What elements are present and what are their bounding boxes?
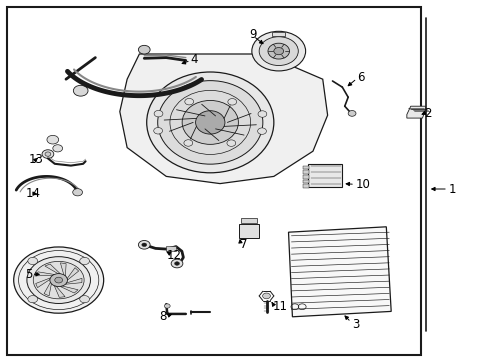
Circle shape (73, 85, 88, 96)
Text: 2: 2 (424, 107, 431, 120)
Circle shape (28, 257, 38, 265)
Ellipse shape (183, 140, 192, 146)
Polygon shape (120, 54, 327, 184)
Text: 10: 10 (355, 178, 370, 191)
Polygon shape (240, 218, 257, 223)
Circle shape (27, 257, 90, 303)
Ellipse shape (227, 99, 236, 105)
Polygon shape (54, 286, 65, 297)
Circle shape (259, 37, 298, 66)
Polygon shape (303, 180, 308, 183)
Polygon shape (288, 227, 390, 317)
Circle shape (142, 243, 146, 247)
Ellipse shape (195, 111, 224, 134)
Circle shape (50, 274, 67, 287)
Circle shape (14, 247, 103, 313)
Polygon shape (65, 278, 82, 284)
Ellipse shape (157, 81, 263, 164)
Polygon shape (166, 246, 176, 251)
Text: 3: 3 (351, 318, 359, 330)
Circle shape (80, 257, 89, 265)
Circle shape (171, 259, 183, 268)
Text: 8: 8 (159, 310, 166, 323)
Polygon shape (67, 268, 79, 280)
Text: 9: 9 (249, 28, 256, 41)
Circle shape (80, 296, 89, 303)
Text: 6: 6 (356, 71, 364, 84)
Polygon shape (406, 106, 425, 118)
Circle shape (28, 296, 38, 303)
Ellipse shape (154, 111, 163, 117)
Circle shape (73, 189, 82, 196)
Ellipse shape (226, 140, 235, 147)
Text: 7: 7 (239, 238, 246, 251)
Circle shape (47, 135, 59, 144)
Bar (7, 7, 420, 355)
Circle shape (138, 240, 150, 249)
Ellipse shape (146, 72, 273, 173)
Ellipse shape (184, 98, 193, 105)
Polygon shape (303, 175, 308, 179)
Text: 1: 1 (448, 183, 455, 195)
Text: 4: 4 (190, 53, 198, 66)
Text: 5: 5 (25, 268, 33, 281)
Circle shape (45, 152, 51, 156)
Circle shape (262, 293, 270, 299)
Circle shape (42, 150, 54, 158)
Polygon shape (36, 272, 54, 276)
Circle shape (251, 31, 305, 71)
Text: 12: 12 (166, 249, 181, 262)
Text: 11: 11 (272, 300, 287, 313)
Polygon shape (44, 282, 51, 296)
Polygon shape (45, 264, 60, 274)
Polygon shape (238, 224, 259, 238)
Circle shape (273, 48, 283, 55)
Polygon shape (307, 164, 342, 187)
Polygon shape (60, 286, 78, 293)
Polygon shape (60, 263, 66, 276)
Circle shape (174, 262, 179, 265)
Ellipse shape (182, 100, 238, 144)
Circle shape (33, 261, 84, 299)
Text: 14: 14 (25, 187, 41, 200)
Circle shape (53, 145, 62, 152)
Ellipse shape (257, 128, 266, 134)
Circle shape (267, 43, 289, 59)
Polygon shape (303, 184, 308, 188)
Circle shape (347, 111, 355, 116)
Text: 13: 13 (28, 153, 43, 166)
Circle shape (55, 277, 62, 283)
Ellipse shape (153, 127, 162, 134)
Polygon shape (36, 278, 50, 288)
Circle shape (138, 45, 150, 54)
Polygon shape (303, 170, 308, 174)
Circle shape (164, 304, 170, 308)
Ellipse shape (258, 111, 266, 117)
Polygon shape (303, 166, 308, 169)
Polygon shape (272, 32, 285, 36)
